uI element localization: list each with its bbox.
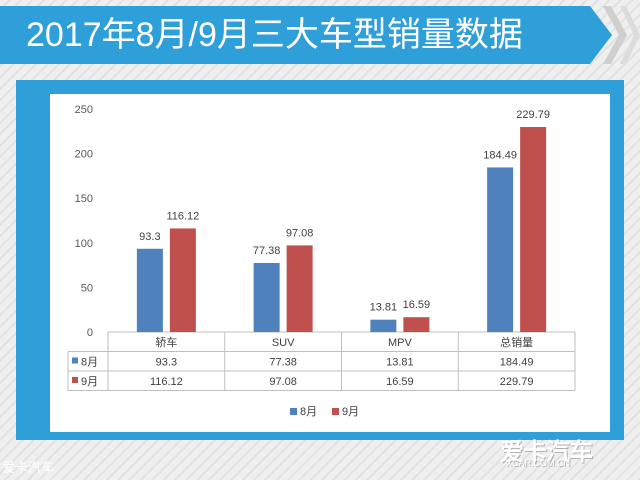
legend-label: 9月 — [342, 406, 359, 418]
table-series-label: 8月 — [81, 357, 98, 369]
title-banner — [0, 6, 612, 64]
table-cell: 13.81 — [386, 357, 414, 369]
data-label: 77.38 — [253, 245, 281, 257]
table-cell: 97.08 — [269, 376, 297, 388]
y-tick-label: 150 — [75, 193, 93, 205]
logo: 爱卡汽车 XCAR.COM.CN — [500, 432, 618, 472]
y-tick-label: 250 — [75, 104, 93, 116]
bar — [487, 167, 514, 332]
data-label: 13.81 — [370, 302, 398, 314]
table-cell: 16.59 — [386, 376, 414, 388]
bar — [520, 127, 547, 333]
legend-swatch — [332, 408, 339, 415]
bar — [169, 228, 196, 332]
watermark: 爱卡汽车 — [2, 460, 55, 475]
table-legend-swatch — [72, 357, 78, 364]
page-title: 2017年8月/9月三大车型销量数据 — [26, 16, 523, 54]
table-cell: 229.79 — [500, 376, 534, 388]
table-cell: 93.3 — [156, 357, 177, 369]
y-tick-label: 200 — [75, 149, 93, 161]
data-label: 116.12 — [166, 210, 199, 222]
data-label: 184.49 — [483, 149, 517, 161]
logo-text: 爱卡汽车 — [500, 439, 593, 466]
data-label: 229.79 — [516, 109, 550, 121]
x-tick-label: SUV — [272, 337, 295, 349]
data-label: 97.08 — [286, 227, 314, 239]
legend-swatch — [290, 408, 297, 415]
x-tick-label: 轿车 — [155, 335, 177, 349]
bar — [403, 317, 430, 332]
bar — [136, 248, 163, 332]
y-tick-label: 0 — [87, 327, 93, 339]
y-tick-label: 100 — [75, 238, 93, 250]
table-legend-swatch — [72, 377, 78, 383]
table-cell: 116.12 — [150, 376, 183, 388]
x-tick-label: MPV — [388, 337, 413, 349]
bar — [370, 319, 397, 332]
table-series-label: 9月 — [81, 376, 98, 388]
legend-label: 8月 — [300, 406, 317, 418]
data-label: 16.59 — [403, 299, 431, 311]
logo-url: XCAR.COM.CN — [506, 458, 571, 468]
data-label: 93.3 — [139, 231, 160, 243]
table-cell: 184.49 — [500, 357, 534, 369]
x-tick-label: 总销量 — [500, 335, 533, 349]
table-cell: 77.38 — [269, 357, 297, 369]
y-tick-label: 50 — [81, 282, 93, 294]
bar — [253, 262, 280, 332]
bar — [286, 245, 313, 332]
